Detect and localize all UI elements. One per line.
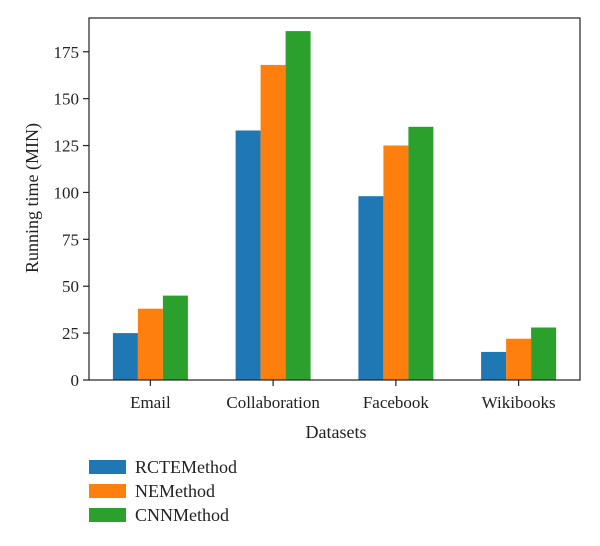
bar-RCTEMethod-Wikibooks (481, 351, 507, 380)
legend: RCTEMethod NEMethod CNNMethod (89, 457, 237, 525)
y-tick-label: 125 (54, 137, 80, 156)
y-tick-label: 0 (71, 371, 80, 390)
legend-swatch-NEMethod (89, 484, 126, 498)
bar-NEMethod-Email (137, 308, 163, 380)
legend-label-NEMethod: NEMethod (135, 481, 215, 501)
x-tick-label: Wikibooks (482, 393, 556, 412)
bar-NEMethod-Wikibooks (506, 338, 532, 380)
x-axis-title: Datasets (306, 422, 367, 442)
plot-frame (88, 17, 581, 381)
y-tick-label: 175 (54, 43, 80, 62)
y-axis-title: Running time (MIN) (22, 123, 43, 273)
bar-NEMethod-Collaboration (260, 64, 286, 381)
y-tick-label: 25 (62, 324, 79, 343)
legend-label-RCTEMethod: RCTEMethod (135, 457, 237, 477)
x-tick-label: Collaboration (226, 393, 320, 412)
bar-NEMethod-Facebook (383, 145, 409, 380)
x-tick-label: Email (130, 393, 171, 412)
legend-swatch-RCTEMethod (89, 460, 126, 474)
bar-CNNMethod-Facebook (408, 126, 434, 380)
y-tick-label: 150 (54, 90, 80, 109)
y-tick-label: 50 (62, 277, 79, 296)
legend-label-CNNMethod: CNNMethod (135, 505, 229, 525)
bar-CNNMethod-Wikibooks (531, 327, 557, 380)
legend-swatch-CNNMethod (89, 508, 126, 522)
bar-RCTEMethod-Facebook (358, 196, 384, 380)
x-tick-label: Facebook (363, 393, 430, 412)
y-tick-label: 100 (54, 183, 80, 202)
y-tick-label: 75 (62, 230, 79, 249)
bar-RCTEMethod-Collaboration (235, 130, 261, 380)
bar-RCTEMethod-Email (112, 333, 138, 380)
bar-CNNMethod-Email (162, 295, 188, 380)
bar-CNNMethod-Collaboration (285, 31, 311, 380)
plot-area: 0 25 50 75 100 125 150 175 Email Collaboration Fac… (54, 17, 581, 412)
